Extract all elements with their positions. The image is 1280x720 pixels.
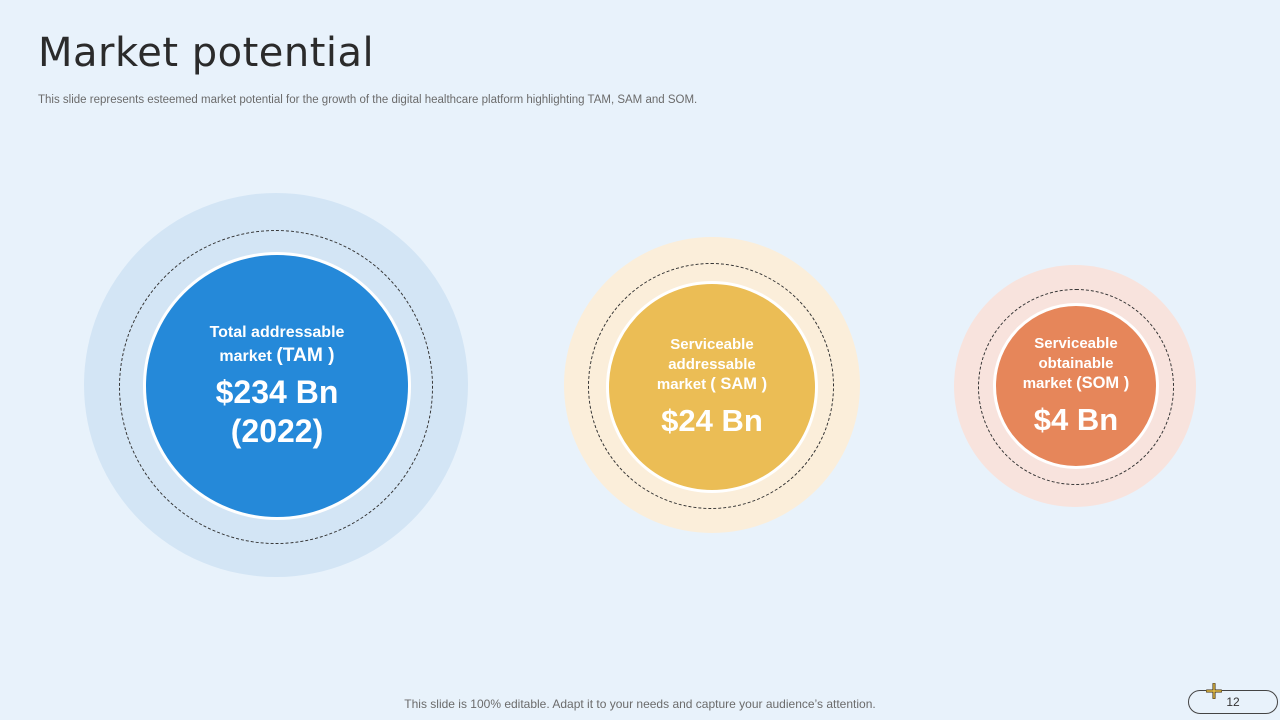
som-circle: Serviceable obtainable market (SOM ) $4 … <box>993 303 1159 469</box>
page-number: 12 <box>1188 690 1278 714</box>
page-title: Market potential <box>38 30 375 76</box>
sam-value: $24 Bn <box>661 402 763 438</box>
tam-label-line2: market <box>219 348 272 366</box>
tam-value: $234 Bn <box>215 374 339 411</box>
tam-circle: Total addressable market (TAM ) $234 Bn … <box>143 252 411 520</box>
footer-note: This slide is 100% editable. Adapt it to… <box>404 697 876 711</box>
som-dashed-ring <box>978 289 1174 485</box>
tam-label-abbr: (TAM ) <box>276 345 335 367</box>
tam-label-line1: Total addressable <box>209 323 345 341</box>
sam-label-line3: market <box>656 376 707 394</box>
sam-label-abbr: ( SAM ) <box>710 375 768 394</box>
plus-icon <box>1206 683 1222 699</box>
tam-dashed-ring <box>119 230 433 544</box>
tam-year: (2022) <box>230 412 324 449</box>
sam-circle: Serviceable addressable market ( SAM ) $… <box>606 281 818 493</box>
som-label-abbr: (SOM ) <box>1076 374 1130 393</box>
som-label-line3: market <box>1022 375 1072 393</box>
page-subtitle: This slide represents esteemed market po… <box>38 94 698 106</box>
sam-label-line1: Serviceable <box>670 336 754 354</box>
som-value: $4 Bn <box>1033 401 1119 437</box>
som-label-line2: obtainable <box>1038 354 1114 372</box>
sam-label-line2: addressable <box>668 355 756 373</box>
sam-dashed-ring <box>588 263 834 509</box>
som-label-line1: Serviceable <box>1034 335 1118 353</box>
